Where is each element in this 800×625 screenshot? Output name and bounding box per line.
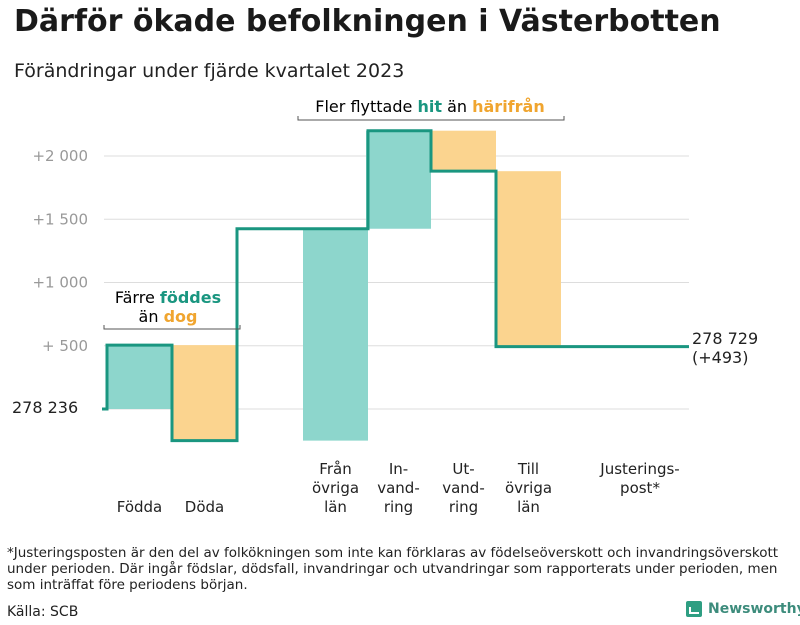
category-label: Döda [185,498,224,516]
migration-prefix: Fler flyttade [315,97,412,116]
migration-highlight-hit: hit [417,97,442,116]
bar-till-övriga-län [496,171,561,347]
annotation-migration: Fler flyttade hit än härifrån [297,97,565,121]
end-change-label: (+493) [692,348,748,367]
brand-name: Newsworthy [708,601,800,617]
chart-title: Därför ökade befolkningen i Västerbotten [14,4,721,39]
y-tick-label: +1 500 [32,210,88,228]
newsworthy-logo-icon [686,601,702,617]
newsworthy-logo: Newsworthy [686,601,800,617]
bars [107,130,561,441]
chart-subtitle: Förändringar under fjärde kvartalet 2023 [14,60,405,82]
births-bracket [103,325,241,330]
baseline-label: 278 236 [12,398,78,417]
migration-middle: än [447,97,467,116]
bar-från-övriga-län [303,228,368,441]
y-tick-label: +2 000 [32,147,88,165]
annotation-births: Färre föddes än dog [103,288,241,330]
end-value-label: 278 729 [692,329,758,348]
category-label: Från övriga län [312,460,359,516]
svg-text:Färre föddes: Färre föddes [115,288,221,307]
migration-bracket [297,116,565,121]
category-label: In-vand-ring [377,460,420,516]
category-label: Ut-vand-ring [442,460,485,516]
deaths-highlight: dog [164,307,198,326]
footnote: *Justeringsposten är den del av folkökni… [7,545,779,593]
category-label: Till övriga län [505,460,552,516]
category-labels: Födda Döda Från övriga län In-vand-ring Ut-van… [117,460,680,516]
waterfall-chart: + 500 +1 000 +1 500 +2 000 Födda Döda Från övr… [12,97,758,516]
y-axis-ticks: + 500 +1 000 +1 500 +2 000 [32,147,88,355]
bar-döda [172,345,237,441]
deaths-prefix: än [139,307,159,326]
svg-text:än dog: än dog [139,307,198,326]
bar-födda [107,345,172,409]
births-highlight: föddes [160,288,221,307]
svg-text:Fler flyttade hit: Fler flyttade hit än härifrån [315,97,544,116]
bar-invandring [366,130,431,229]
bar-utvandring [431,130,496,172]
category-label: Justerings-post* [599,460,679,497]
y-tick-label: + 500 [42,337,88,355]
cumulative-step-line [102,129,689,443]
births-prefix: Färre [115,288,155,307]
y-tick-label: +1 000 [32,274,88,292]
category-label: Födda [117,498,163,516]
source-label: Källa: SCB [7,604,79,620]
migration-highlight-harifran: härifrån [472,97,545,116]
